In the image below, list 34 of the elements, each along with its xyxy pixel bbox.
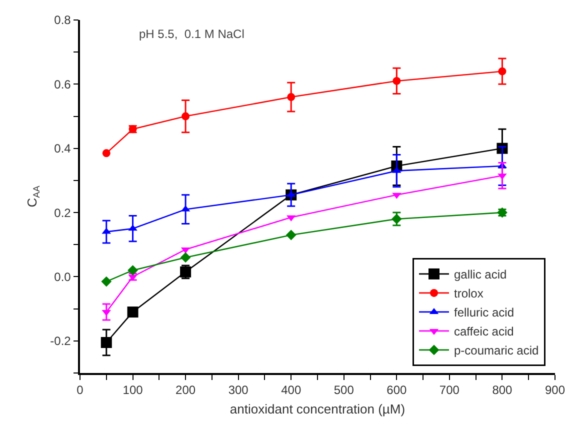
point [182, 112, 190, 120]
point [287, 93, 296, 102]
legend-label: gallic acid [454, 268, 507, 282]
legend-label: p-coumaric acid [454, 344, 539, 358]
point [127, 306, 138, 318]
point [100, 337, 112, 348]
y-tick-label: 0.6 [54, 77, 72, 92]
y-tick-label: 0.0 [54, 270, 72, 284]
point [180, 252, 191, 263]
x-tick-label: 700 [439, 383, 460, 398]
x-tick-label: 400 [281, 383, 302, 398]
annotation: pH 5.5, 0.1 M NaCl [139, 27, 244, 41]
x-tick-label: 100 [122, 383, 144, 398]
legend-label: caffeic acid [454, 324, 514, 339]
point [128, 265, 138, 276]
x-tick-label: 500 [334, 383, 354, 398]
point [392, 76, 401, 85]
y-tick-label: -0.2 [50, 334, 72, 348]
x-tick-label: 900 [544, 383, 566, 398]
y-tick-label: 0.2 [54, 206, 72, 220]
x-tick-label: 800 [492, 383, 513, 398]
x-tick-label: 0 [76, 383, 84, 398]
point [101, 276, 112, 287]
x-tick-label: 600 [386, 383, 407, 398]
legend-label: trolox [454, 286, 484, 301]
point [498, 67, 506, 76]
legend-label: felluric acid [454, 306, 514, 320]
point [286, 230, 296, 240]
y-tick-label: 0.8 [54, 13, 72, 28]
x-axis-title: antioxidant concentration (µM) [230, 401, 406, 416]
y-tick-label: 0.4 [54, 142, 72, 156]
x-tick-label: 200 [176, 383, 196, 398]
x-tick-label: 300 [228, 383, 249, 398]
point [102, 149, 110, 158]
